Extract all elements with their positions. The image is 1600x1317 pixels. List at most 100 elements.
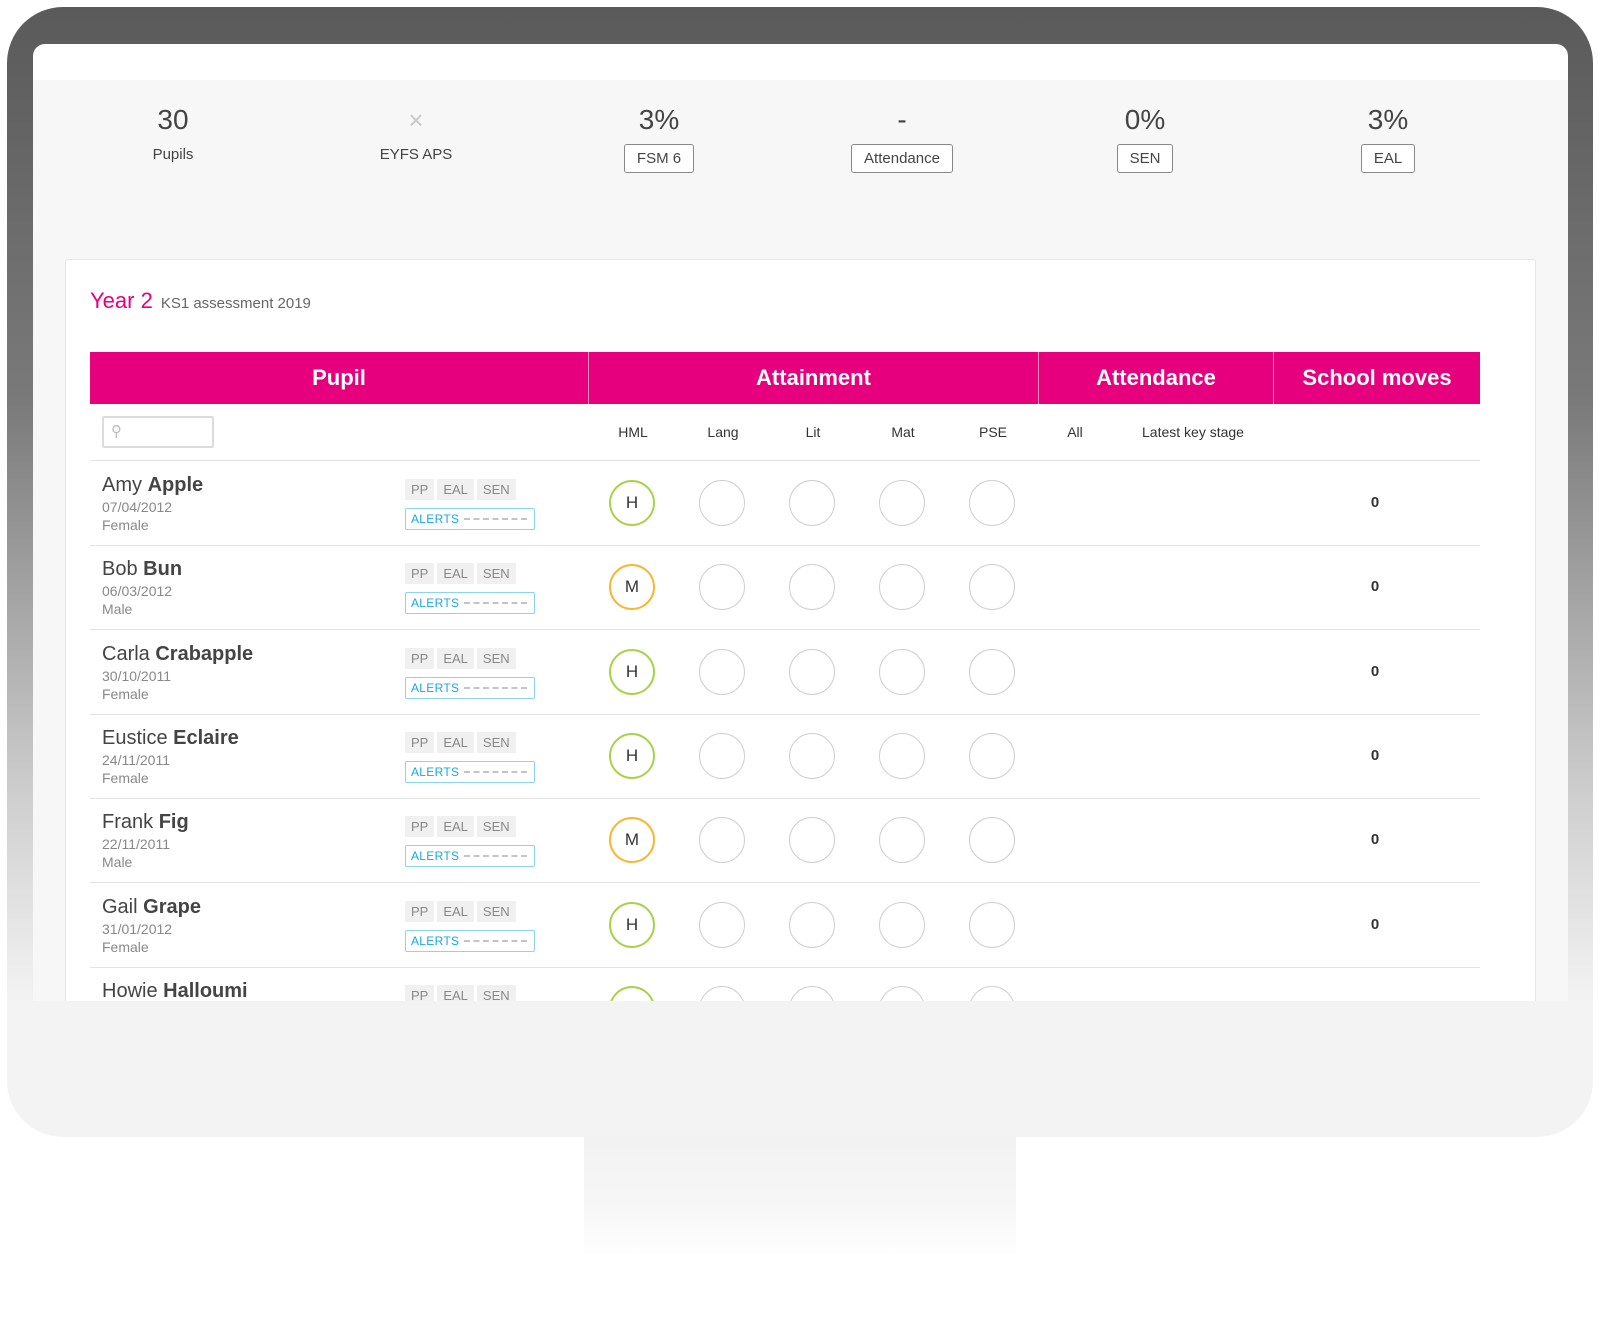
mat-grade-circle[interactable] [879, 648, 925, 695]
table-row[interactable]: Eustice Eclaire 24/11/2011 Female PP EAL SEN A… [90, 714, 1480, 799]
pupil-dob: 24/11/2011 [102, 751, 170, 768]
mat-grade-circle[interactable] [879, 564, 925, 611]
tag-sen: SEN [476, 563, 516, 585]
column-attendance-all[interactable]: All [1067, 424, 1083, 440]
mat-grade-circle[interactable] [879, 817, 925, 864]
tag-eal: EAL [437, 984, 474, 1001]
pupil-name[interactable]: Amy Apple [102, 474, 203, 497]
eal-filter-button[interactable]: EAL [1360, 144, 1416, 173]
stat-fsm6: 3% FSM 6 [559, 102, 759, 173]
lit-grade-circle[interactable] [789, 985, 835, 1001]
table-row[interactable]: Frank Fig 22/11/2011 Male PP EAL SEN ALERTS M 0 [90, 798, 1480, 884]
alerts-button[interactable]: ALERTS [405, 676, 535, 699]
hml-grade-circle[interactable]: H [609, 480, 655, 526]
alerts-placeholder [464, 518, 527, 520]
hml-grade-circle[interactable]: H [609, 901, 655, 948]
lit-grade-circle[interactable] [789, 901, 835, 948]
lang-grade-circle[interactable] [699, 564, 745, 611]
pupil-first-name: Gail [102, 895, 138, 918]
pupil-name[interactable]: Gail Grape [102, 896, 201, 919]
table-row[interactable]: Carla Crabapple 30/10/2011 Female PP EAL SEN A… [90, 630, 1480, 715]
lit-grade-circle[interactable] [789, 480, 835, 526]
pse-grade-circle[interactable] [969, 985, 1015, 1001]
tag-pp: PP [405, 563, 435, 585]
fsm6-filter-button[interactable]: FSM 6 [623, 144, 695, 173]
school-moves-count: 0 [1370, 915, 1380, 933]
pse-grade-circle[interactable] [969, 648, 1015, 695]
alerts-label: ALERTS [411, 933, 460, 948]
table-row[interactable]: Bob Bun 06/03/2012 Male PP EAL SEN ALERTS M 0 [90, 545, 1480, 631]
lit-grade-circle[interactable] [789, 648, 835, 695]
pse-grade-circle[interactable] [969, 564, 1015, 611]
header-pupil[interactable]: Pupil [312, 365, 366, 390]
lang-grade-circle[interactable] [699, 901, 745, 948]
hml-grade-circle[interactable]: H [609, 985, 655, 1001]
pupil-name[interactable]: Eustice Eclaire [102, 727, 239, 750]
pupil-tags: PP EAL SEN [405, 647, 519, 669]
pupil-first-name: Amy [102, 474, 142, 496]
pupil-dob: 30/10/2011 [102, 667, 172, 684]
column-pse[interactable]: PSE [978, 424, 1007, 440]
pupil-name[interactable]: Carla Crabapple [102, 643, 253, 666]
alerts-button[interactable]: ALERTS [405, 845, 535, 868]
header-attendance[interactable]: Attendance [1096, 365, 1216, 390]
lit-grade-circle[interactable] [789, 732, 835, 779]
stat-attendance: - Attendance [802, 102, 1002, 173]
column-lit[interactable]: Lit [805, 424, 821, 440]
lit-grade-circle[interactable] [789, 564, 835, 611]
hml-grade-circle[interactable]: M [609, 564, 655, 611]
pupil-dob: 22/11/2011 [102, 836, 170, 853]
school-moves-count: 0 [1370, 578, 1380, 596]
alerts-button[interactable]: ALERTS [405, 760, 535, 783]
tag-sen: SEN [476, 816, 516, 838]
pupil-name[interactable]: Frank Fig [102, 811, 189, 834]
card-title: Year 2 KS1 assessment 2019 [90, 288, 311, 314]
mat-grade-circle[interactable] [879, 901, 925, 948]
attendance-filter-button[interactable]: Attendance [851, 144, 953, 173]
lang-grade-circle[interactable] [699, 732, 745, 779]
hml-grade-circle[interactable]: M [609, 817, 655, 864]
column-lang[interactable]: Lang [707, 424, 739, 440]
school-moves-count: 0 [1360, 1000, 1390, 1001]
column-latest-key-stage[interactable]: Latest key stage [1142, 424, 1244, 440]
alerts-button[interactable]: ALERTS [405, 929, 535, 952]
tag-sen: SEN [476, 900, 516, 922]
lit-grade-circle[interactable] [789, 817, 835, 864]
alerts-placeholder [464, 939, 527, 942]
mat-grade-circle[interactable] [879, 480, 925, 526]
column-subheader: ⚲ HML Lang Lit Mat PSE All Latest key st… [90, 404, 1480, 461]
lang-grade-circle[interactable] [699, 648, 745, 695]
lang-grade-circle[interactable] [699, 985, 745, 1001]
alerts-placeholder [464, 770, 527, 773]
column-mat[interactable]: Mat [891, 424, 915, 440]
table-row[interactable]: Amy Apple 07/04/2012 Female PP EAL SEN ALERTS H… [90, 461, 1480, 546]
pupil-search-input[interactable]: ⚲ [102, 416, 214, 448]
header-attainment[interactable]: Attainment [756, 365, 871, 390]
lang-grade-circle[interactable] [699, 817, 745, 864]
pupil-dob: 07/04/2012 [102, 499, 173, 515]
column-hml[interactable]: HML [618, 424, 648, 440]
pse-grade-circle[interactable] [969, 732, 1015, 779]
hml-grade-circle[interactable]: H [609, 732, 655, 779]
lang-grade-circle[interactable] [699, 480, 745, 526]
hml-grade-circle[interactable]: H [609, 648, 655, 695]
alerts-button[interactable]: ALERTS [405, 508, 535, 530]
mat-grade-circle[interactable] [879, 985, 925, 1001]
pse-grade-circle[interactable] [969, 901, 1015, 948]
pupil-first-name: Carla [102, 642, 150, 665]
pupil-tags: PP EAL SEN [405, 984, 519, 1001]
pupil-name[interactable]: Bob Bun [102, 558, 182, 581]
table-row[interactable]: Howie Halloumi01/09/2011MalePPEALSENALER… [90, 967, 1480, 1001]
alerts-button[interactable]: ALERTS [405, 592, 535, 615]
table-row[interactable]: Gail Grape 31/01/2012 Female PP EAL SEN ALERTS… [90, 883, 1480, 968]
sen-filter-button[interactable]: SEN [1116, 144, 1174, 173]
mat-grade-circle[interactable] [879, 732, 925, 779]
screen: 30 Pupils × EYFS APS 3% FSM 6 - Attendan… [33, 44, 1568, 1001]
pse-grade-circle[interactable] [969, 817, 1015, 864]
header-school-moves[interactable]: School moves [1302, 365, 1452, 390]
pupil-name[interactable]: Howie Halloumi [102, 980, 248, 1001]
tag-pp: PP [405, 984, 435, 1001]
pse-grade-circle[interactable] [969, 480, 1015, 526]
monitor-stand [584, 1137, 1016, 1257]
pupil-first-name: Howie [102, 979, 158, 1001]
